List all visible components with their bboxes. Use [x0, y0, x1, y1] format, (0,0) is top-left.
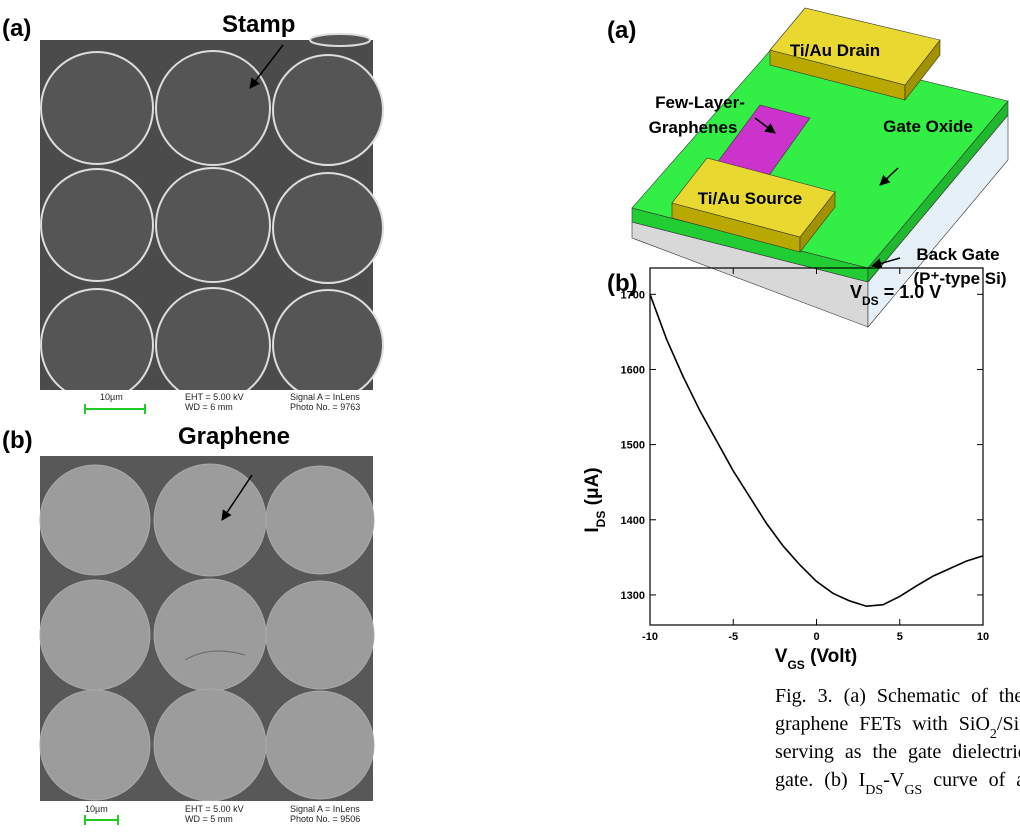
drain-label: Ti/Au Drain: [790, 41, 880, 60]
graphene-label: Few-Layer-: [655, 93, 745, 112]
panel-label: (b): [2, 427, 33, 454]
caption-line-part: gate. (b) I: [775, 769, 865, 791]
caption-line-part: graphene FETs with SiO: [775, 713, 990, 735]
sem-caption: Stamp: [222, 11, 295, 38]
y-tick-label: 1400: [621, 515, 645, 527]
caption-line-part: curve of a FET w: [922, 769, 1020, 791]
eht: EHT = 5.00 kV: [185, 392, 244, 402]
sem-caption: Graphene: [178, 423, 290, 450]
x-tick-label: 10: [977, 631, 989, 643]
signal: Signal A = InLens: [290, 804, 360, 814]
wd: WD = 5 mm: [185, 814, 233, 824]
panel-label: (a): [607, 17, 636, 44]
caption-line: gate. (b) IDS-VGS curve of a FET w: [775, 769, 1020, 798]
caption-line-part: serving as the gate dielectric and th: [775, 741, 1020, 763]
x-axis-label-part: V: [775, 646, 788, 667]
plot-frame: [650, 268, 983, 625]
data-line: [650, 294, 983, 606]
caption-line-part: /Si su: [997, 713, 1020, 735]
scale-label: 10µm: [100, 392, 123, 402]
eht: EHT = 5.00 kV: [185, 804, 244, 814]
caption-line-part: Fig. 3. (a) Schematic of the bac: [775, 685, 1020, 707]
caption-line: serving as the gate dielectric and th: [775, 741, 1020, 763]
y-tick-label: 1300: [621, 590, 645, 602]
oxide-label: Gate Oxide: [883, 117, 973, 136]
caption-line-part: 2: [990, 727, 997, 742]
x-axis-label-part: GS: [787, 658, 804, 672]
sem-image-a: [40, 34, 383, 418]
caption-line-part: -V: [883, 769, 905, 791]
x-tick-label: -10: [642, 631, 658, 643]
x-axis-label-part: (Volt): [805, 646, 857, 667]
y-tick-label: 1600: [621, 364, 645, 376]
annotation-part: = 1.0 V: [879, 282, 942, 302]
signal: Signal A = InLens: [290, 392, 360, 402]
y-axis-label-part: DS: [594, 511, 608, 528]
panel-label: (b): [607, 270, 638, 297]
caption-line-part: GS: [904, 783, 922, 798]
y-axis-label: IDS (μA): [582, 467, 608, 532]
scale-label: 10µm: [85, 804, 108, 814]
graphene-label: Graphenes: [649, 118, 738, 137]
caption: Fig. 3. (a) Schematic of the bac graphene…: [775, 685, 1020, 798]
x-axis-label: VGS (Volt): [775, 646, 857, 672]
gate-label: Back Gate: [916, 245, 999, 264]
source-label: Ti/Au Source: [698, 189, 803, 208]
x-tick-label: 5: [897, 631, 903, 643]
photo: Photo No. = 9506: [290, 814, 360, 824]
figure: 10µm EHT = 5.00 kV WD = 6 mm Signal A = …: [0, 0, 1020, 835]
x-tick-label: 0: [813, 631, 819, 643]
x-tick-label: -5: [728, 631, 738, 643]
photo: Photo No. = 9763: [290, 402, 360, 412]
y-tick-label: 1500: [621, 440, 645, 452]
annotation-part: DS: [862, 294, 879, 308]
panel-label: (a): [2, 15, 31, 42]
annotation-part: V: [850, 282, 862, 302]
page: 10µm EHT = 5.00 kV WD = 6 mm Signal A = …: [0, 0, 1020, 835]
wd: WD = 6 mm: [185, 402, 233, 412]
caption-line-part: DS: [865, 783, 883, 798]
caption-line: Fig. 3. (a) Schematic of the bac: [775, 685, 1020, 707]
y-axis-label-part: (μA): [582, 467, 603, 510]
sem-image-b: [40, 456, 374, 835]
caption-line: graphene FETs with SiO2/Si su: [775, 713, 1020, 742]
